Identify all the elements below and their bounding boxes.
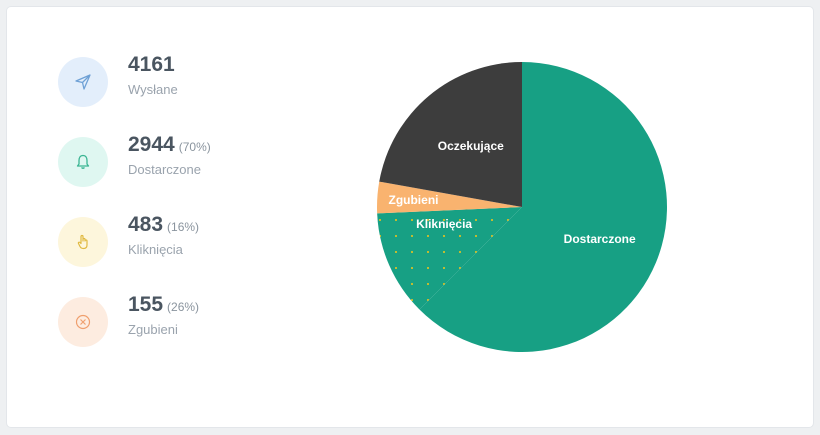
stat-delivered-percent: (70%) (178, 140, 211, 154)
stat-delivered-value: 2944 (70%) (128, 133, 211, 156)
stat-lost-percent: (26%) (167, 300, 200, 314)
stat-sent: 4161 Wysłane (58, 53, 298, 109)
stat-delivered-icon-circle (58, 137, 108, 187)
pie-label-zgubieni: Zgubieni (388, 193, 438, 207)
stat-lost-label: Zgubieni (128, 322, 178, 337)
stat-delivered-label: Dostarczone (128, 162, 201, 177)
stat-sent-value: 4161 (128, 53, 175, 76)
pie-slice-kliknięcia[interactable] (377, 207, 522, 310)
stat-clicks-percent: (16%) (167, 220, 200, 234)
x-circle-icon (75, 314, 91, 330)
pie-slice-zgubieni[interactable] (377, 181, 522, 214)
pie-label-dostarczone: Dostarczone (564, 232, 636, 246)
stat-delivered: 2944 (70%) Dostarczone (58, 133, 298, 189)
stat-sent-label: Wysłane (128, 82, 178, 97)
stat-lost: 155 (26%) Zgubieni (58, 293, 298, 349)
stat-clicks-value: 483 (16%) (128, 213, 200, 236)
pie-slice-oczekujące[interactable] (379, 62, 522, 207)
stat-clicks: 483 (16%) Kliknięcia (58, 213, 298, 269)
send-icon (75, 74, 91, 90)
stat-sent-icon-circle (58, 57, 108, 107)
stat-clicks-label: Kliknięcia (128, 242, 183, 257)
stat-lost-icon-circle (58, 297, 108, 347)
pie-chart: Dostarczone Kliknięcia Zgubieni Oczekujące (377, 62, 667, 353)
hand-pointer-icon (77, 234, 88, 250)
stat-clicks-icon-circle (58, 217, 108, 267)
bell-icon (76, 154, 90, 169)
pie-slice-dostarczone[interactable] (419, 62, 667, 353)
stats-card: 4161 Wysłane 2944 (70%) Dostarczone 483 (1… (7, 7, 813, 427)
pie-label-oczekujące: Oczekujące (438, 139, 504, 153)
pie-label-kliknięcia: Kliknięcia (416, 217, 472, 231)
stat-lost-value: 155 (26%) (128, 293, 200, 316)
